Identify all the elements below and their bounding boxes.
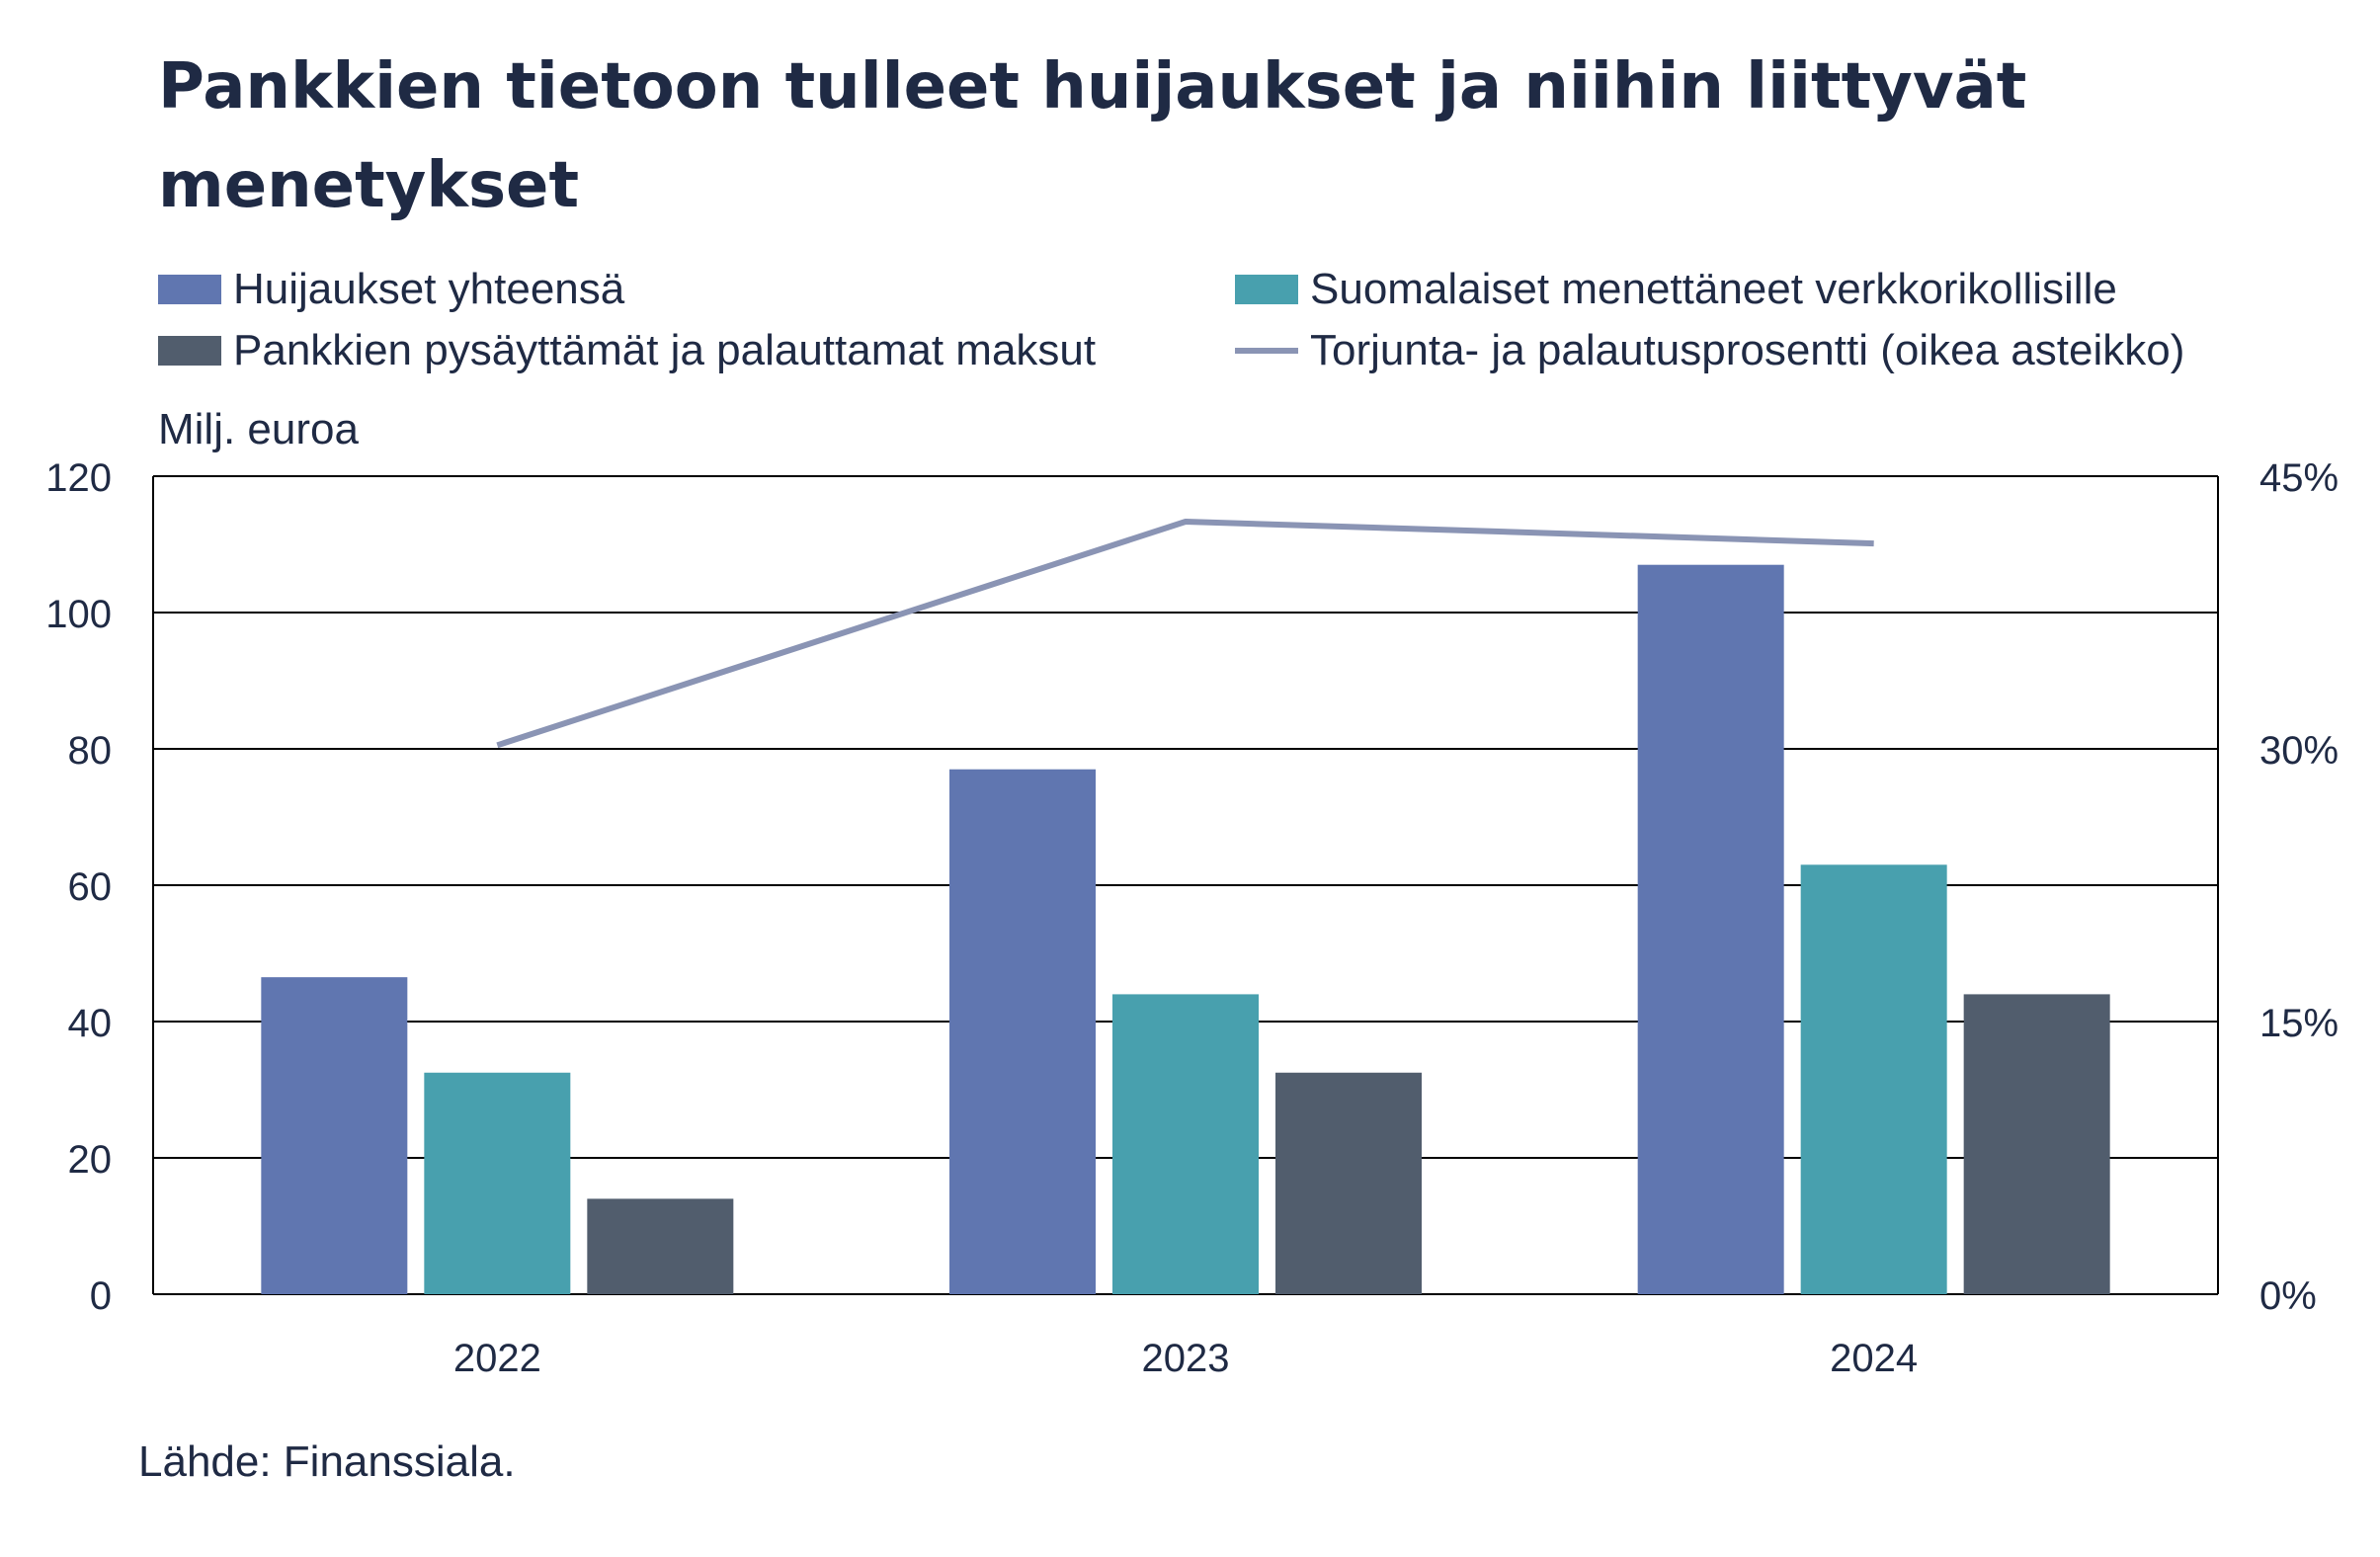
legend-swatch-finnish-losses [1235, 275, 1298, 304]
y2-tick-label-15pct: 15% [2259, 1002, 2339, 1045]
x-tick-label-2023: 2023 [1142, 1337, 1230, 1380]
bar-series2-2023 [1275, 1072, 1422, 1294]
y2-tick-label-0pct: 0% [2259, 1274, 2317, 1318]
legend-label-total-frauds: Huijaukset yhteensä [233, 265, 625, 313]
x-tick-label-2024: 2024 [1830, 1337, 1918, 1380]
y-tick-label-120: 120 [45, 456, 112, 500]
bar-series0-2022 [261, 977, 408, 1294]
legend-swatch-stopped-payments [158, 336, 221, 366]
legend: Huijaukset yhteensä Suomalaiset menettän… [158, 265, 2332, 393]
chart-title: Pankkien tietoon tulleet huijaukset ja n… [158, 50, 2027, 222]
legend-item-stopped-payments: Pankkien pysäyttämät ja palauttamat maks… [158, 326, 1096, 375]
y-tick-label-80: 80 [68, 729, 113, 773]
bar-series2-2022 [587, 1198, 734, 1294]
legend-label-finnish-losses: Suomalaiset menettäneet verkkorikollisil… [1310, 265, 2117, 313]
y-tick-label-0: 0 [90, 1274, 112, 1318]
legend-label-prevention-rate: Torjunta- ja palautusprosentti (oikea as… [1310, 326, 2185, 374]
bar-series1-2023 [1112, 994, 1259, 1294]
legend-swatch-prevention-rate [1235, 348, 1298, 354]
y2-tick-label-45pct: 45% [2259, 456, 2339, 500]
y-tick-label-100: 100 [45, 593, 112, 636]
bar-series0-2024 [1637, 564, 1784, 1294]
y-tick-label-60: 60 [68, 865, 113, 909]
bar-series2-2024 [1963, 994, 2110, 1294]
y-axis-unit-label: Milj. euroa [158, 405, 359, 453]
legend-item-prevention-rate: Torjunta- ja palautusprosentti (oikea as… [1235, 326, 2184, 375]
source-note: Lähde: Finanssiala. [138, 1437, 516, 1486]
bar-series1-2022 [424, 1072, 571, 1294]
legend-label-stopped-payments: Pankkien pysäyttämät ja palauttamat maks… [233, 326, 1097, 374]
line-series-prevention-rate [496, 519, 1874, 749]
legend-item-finnish-losses: Suomalaiset menettäneet verkkorikollisil… [1235, 265, 2117, 314]
bar-series0-2023 [949, 769, 1096, 1294]
legend-swatch-total-frauds [158, 275, 221, 304]
y-tick-label-20: 20 [68, 1138, 113, 1182]
y-tick-label-40: 40 [68, 1002, 113, 1045]
x-tick-label-2022: 2022 [453, 1337, 541, 1380]
bar-series1-2024 [1800, 864, 1947, 1294]
y2-tick-label-30pct: 30% [2259, 729, 2339, 773]
legend-item-total-frauds: Huijaukset yhteensä [158, 265, 624, 314]
